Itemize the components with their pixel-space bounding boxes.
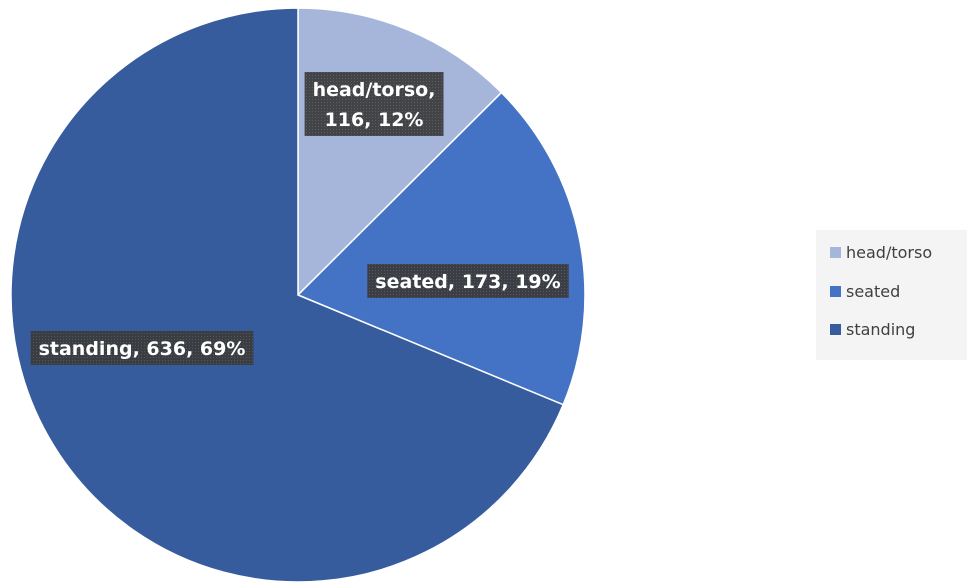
- data-label-background: [367, 264, 569, 298]
- legend-label-seated: seated: [846, 282, 900, 301]
- legend: head/torso seated standing: [816, 230, 967, 360]
- pie-slice-standing: [10, 7, 565, 583]
- data-label-standing: standing, 636, 69%: [30, 331, 254, 365]
- data-label-text: head/torso,: [313, 79, 436, 101]
- data-label-text: standing, 636, 69%: [39, 338, 246, 360]
- data-label-seated: seated, 173, 19%: [367, 264, 569, 298]
- data-label-text: 116, 12%: [325, 109, 424, 131]
- legend-box: [816, 230, 967, 360]
- legend-swatch-standing: [830, 324, 841, 335]
- data-label-background: [30, 331, 254, 365]
- legend-swatch-seated: [830, 286, 841, 297]
- pie-slice-seated: [296, 91, 586, 406]
- legend-swatch-head-torso: [830, 247, 841, 258]
- data-labels: head/torso, 116, 12% seated, 173, 19% stand…: [30, 72, 569, 365]
- legend-label-head-torso: head/torso: [846, 243, 932, 262]
- legend-label-standing: standing: [846, 320, 915, 339]
- data-label-text: seated, 173, 19%: [375, 271, 560, 293]
- data-label-head-torso: head/torso, 116, 12%: [304, 72, 444, 136]
- data-label-background: [304, 72, 444, 136]
